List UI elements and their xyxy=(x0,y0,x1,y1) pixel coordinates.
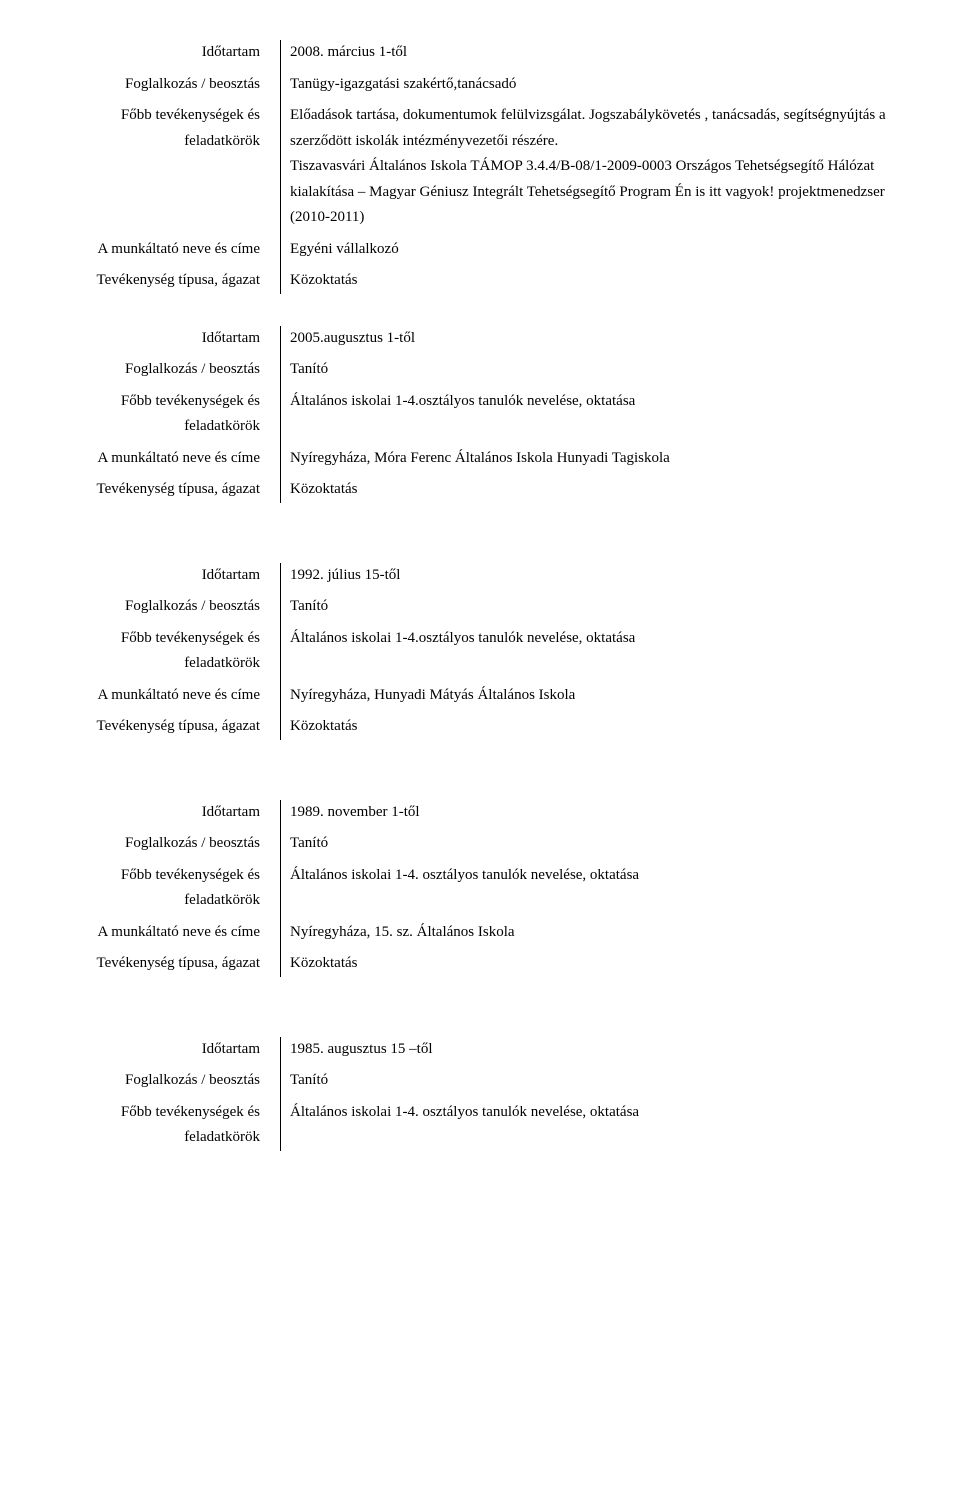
label-munkaltato: A munkáltató neve és címe xyxy=(60,920,280,946)
label-tevekenyseg-tipus: Tevékenység típusa, ágazat xyxy=(60,477,280,503)
value-idotartam: 1985. augusztus 15 –től xyxy=(280,1037,900,1063)
label-foglalkozas: Foglalkozás / beosztás xyxy=(60,831,280,857)
value-munkaltato: Nyíregyháza, 15. sz. Általános Iskola xyxy=(280,920,900,946)
value-tevekenyseg-tipus: Közoktatás xyxy=(280,268,900,294)
entry-divider-group: Időtartam 1992. július 15-től Foglalkozá… xyxy=(60,563,900,740)
entry-divider-group: Időtartam 1989. november 1-től Foglalkoz… xyxy=(60,800,900,977)
row-idotartam: Időtartam 2005.augusztus 1-től xyxy=(60,326,900,352)
label-idotartam: Időtartam xyxy=(60,800,280,826)
value-tevekenyseg-tipus: Közoktatás xyxy=(280,951,900,977)
spacer xyxy=(60,1009,900,1037)
value-fobb-tevekenyseg: Általános iskolai 1-4.osztályos tanulók … xyxy=(280,626,900,677)
label-foglalkozas: Foglalkozás / beosztás xyxy=(60,72,280,98)
value-munkaltato: Egyéni vállalkozó xyxy=(280,237,900,263)
row-fobb-tevekenyseg: Főbb tevékenységek és feladatkörök Előad… xyxy=(60,103,900,231)
row-fobb-tevekenyseg: Főbb tevékenységek és feladatkörök Által… xyxy=(60,1100,900,1151)
row-munkaltato: A munkáltató neve és címe Egyéni vállalk… xyxy=(60,237,900,263)
value-fobb-tevekenyseg: Általános iskolai 1-4. osztályos tanulók… xyxy=(280,863,900,914)
entry-divider-group: Időtartam 2005.augusztus 1-től Foglalkoz… xyxy=(60,326,900,503)
label-fobb-tevekenyseg: Főbb tevékenységek és feladatkörök xyxy=(60,103,280,231)
row-tevekenyseg-tipus: Tevékenység típusa, ágazat Közoktatás xyxy=(60,477,900,503)
cv-entry: Időtartam 1985. augusztus 15 –től Foglal… xyxy=(60,1037,900,1151)
value-foglalkozas: Tanító xyxy=(280,594,900,620)
row-foglalkozas: Foglalkozás / beosztás Tanügy-igazgatási… xyxy=(60,72,900,98)
value-foglalkozas: Tanügy-igazgatási szakértő,tanácsadó xyxy=(280,72,900,98)
label-tevekenyseg-tipus: Tevékenység típusa, ágazat xyxy=(60,714,280,740)
label-idotartam: Időtartam xyxy=(60,40,280,66)
value-idotartam: 1989. november 1-től xyxy=(280,800,900,826)
value-munkaltato: Nyíregyháza, Hunyadi Mátyás Általános Is… xyxy=(280,683,900,709)
value-fobb-tevekenyseg: Általános iskolai 1-4. osztályos tanulók… xyxy=(280,1100,900,1151)
row-foglalkozas: Foglalkozás / beosztás Tanító xyxy=(60,831,900,857)
label-munkaltato: A munkáltató neve és címe xyxy=(60,683,280,709)
row-idotartam: Időtartam 1992. július 15-től xyxy=(60,563,900,589)
cv-entry: Időtartam 2008. március 1-től Foglalkozá… xyxy=(60,40,900,294)
row-fobb-tevekenyseg: Főbb tevékenységek és feladatkörök Által… xyxy=(60,863,900,914)
label-foglalkozas: Foglalkozás / beosztás xyxy=(60,594,280,620)
row-munkaltato: A munkáltató neve és címe Nyíregyháza, M… xyxy=(60,446,900,472)
label-idotartam: Időtartam xyxy=(60,1037,280,1063)
value-tevekenyseg-tipus: Közoktatás xyxy=(280,714,900,740)
value-idotartam: 2005.augusztus 1-től xyxy=(280,326,900,352)
row-fobb-tevekenyseg: Főbb tevékenységek és feladatkörök Által… xyxy=(60,389,900,440)
row-fobb-tevekenyseg: Főbb tevékenységek és feladatkörök Által… xyxy=(60,626,900,677)
value-idotartam: 1992. július 15-től xyxy=(280,563,900,589)
row-tevekenyseg-tipus: Tevékenység típusa, ágazat Közoktatás xyxy=(60,951,900,977)
cv-entry: Időtartam 1992. július 15-től Foglalkozá… xyxy=(60,563,900,740)
row-munkaltato: A munkáltató neve és címe Nyíregyháza, H… xyxy=(60,683,900,709)
label-tevekenyseg-tipus: Tevékenység típusa, ágazat xyxy=(60,951,280,977)
row-tevekenyseg-tipus: Tevékenység típusa, ágazat Közoktatás xyxy=(60,268,900,294)
label-idotartam: Időtartam xyxy=(60,563,280,589)
value-fobb-tevekenyseg: Általános iskolai 1-4.osztályos tanulók … xyxy=(280,389,900,440)
value-munkaltato: Nyíregyháza, Móra Ferenc Általános Iskol… xyxy=(280,446,900,472)
cv-entry: Időtartam 2005.augusztus 1-től Foglalkoz… xyxy=(60,326,900,503)
spacer xyxy=(60,535,900,563)
row-munkaltato: A munkáltató neve és címe Nyíregyháza, 1… xyxy=(60,920,900,946)
label-tevekenyseg-tipus: Tevékenység típusa, ágazat xyxy=(60,268,280,294)
row-idotartam: Időtartam 2008. március 1-től xyxy=(60,40,900,66)
row-foglalkozas: Foglalkozás / beosztás Tanító xyxy=(60,594,900,620)
row-tevekenyseg-tipus: Tevékenység típusa, ágazat Közoktatás xyxy=(60,714,900,740)
label-fobb-tevekenyseg: Főbb tevékenységek és feladatkörök xyxy=(60,863,280,914)
row-idotartam: Időtartam 1989. november 1-től xyxy=(60,800,900,826)
value-fobb-tevekenyseg: Előadások tartása, dokumentumok felülviz… xyxy=(280,103,900,231)
row-foglalkozas: Foglalkozás / beosztás Tanító xyxy=(60,357,900,383)
value-idotartam: 2008. március 1-től xyxy=(280,40,900,66)
label-munkaltato: A munkáltató neve és címe xyxy=(60,446,280,472)
value-foglalkozas: Tanító xyxy=(280,1068,900,1094)
label-munkaltato: A munkáltató neve és címe xyxy=(60,237,280,263)
label-fobb-tevekenyseg: Főbb tevékenységek és feladatkörök xyxy=(60,1100,280,1151)
row-idotartam: Időtartam 1985. augusztus 15 –től xyxy=(60,1037,900,1063)
label-fobb-tevekenyseg: Főbb tevékenységek és feladatkörök xyxy=(60,389,280,440)
value-tevekenyseg-tipus: Közoktatás xyxy=(280,477,900,503)
label-idotartam: Időtartam xyxy=(60,326,280,352)
value-foglalkozas: Tanító xyxy=(280,831,900,857)
label-foglalkozas: Foglalkozás / beosztás xyxy=(60,1068,280,1094)
entry-divider-group: Időtartam 1985. augusztus 15 –től Foglal… xyxy=(60,1037,900,1151)
row-foglalkozas: Foglalkozás / beosztás Tanító xyxy=(60,1068,900,1094)
value-foglalkozas: Tanító xyxy=(280,357,900,383)
label-fobb-tevekenyseg: Főbb tevékenységek és feladatkörök xyxy=(60,626,280,677)
entry-divider-group: Időtartam 2008. március 1-től Foglalkozá… xyxy=(60,40,900,294)
label-foglalkozas: Foglalkozás / beosztás xyxy=(60,357,280,383)
cv-entry: Időtartam 1989. november 1-től Foglalkoz… xyxy=(60,800,900,977)
spacer xyxy=(60,772,900,800)
